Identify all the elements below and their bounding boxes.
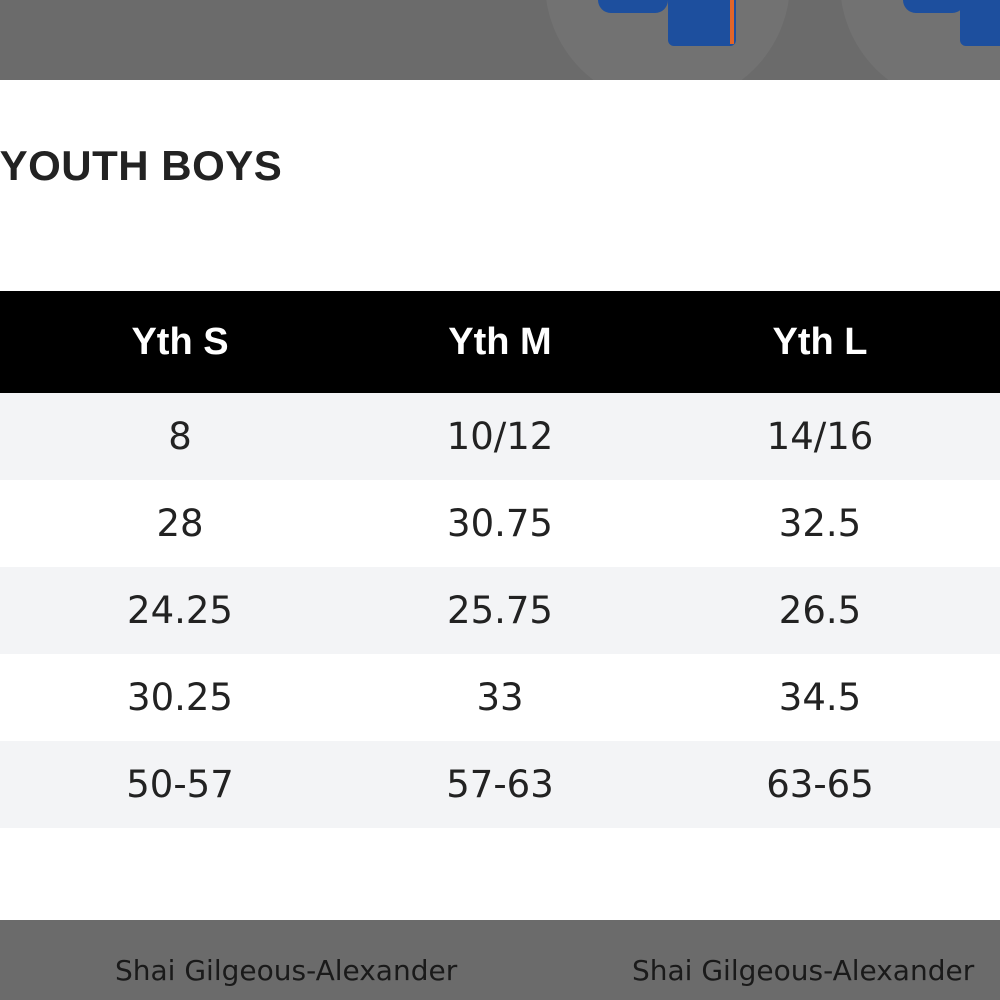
table-cell: 30.75 [340,480,660,567]
product-thumbnail-1[interactable] [545,0,790,80]
table-cell: 10/12 [340,393,660,480]
row-spacer [0,741,20,828]
row-spacer [0,393,20,480]
table-cell: 57-63 [340,741,660,828]
row-spacer [980,741,1000,828]
table-cell: 8 [20,393,340,480]
row-spacer [980,567,1000,654]
row-spacer [0,654,20,741]
row-spacer [0,480,20,567]
product-name-link[interactable]: Shai Gilgeous-Alexander [632,954,975,987]
product-carousel-bottom: Shai Gilgeous-Alexander Shai Gilgeous-Al… [0,920,1000,1000]
table-cell: 25.75 [340,567,660,654]
jersey-shorts-image-1 [668,0,736,46]
column-header: Yth M [340,291,660,393]
table-cell: 33 [340,654,660,741]
table-cell: 50-57 [20,741,340,828]
table-cell: 28 [20,480,340,567]
table-row: 30.25 33 34.5 [0,654,1000,741]
table-cell: 34.5 [660,654,980,741]
row-spacer [980,393,1000,480]
table-cell: 32.5 [660,480,980,567]
table-header-row: Yth S Yth M Yth L [0,291,1000,393]
header-spacer [0,291,20,393]
jersey-shorts-image-2 [960,0,1000,46]
table-cell: 26.5 [660,567,980,654]
product-name-link[interactable]: Shai Gilgeous-Alexander [115,954,458,987]
column-header: Yth L [660,291,980,393]
size-chart-title: F YOUTH BOYS [0,142,283,189]
table-row: 28 30.75 32.5 [0,480,1000,567]
header-spacer [980,291,1000,393]
table-cell: 30.25 [20,654,340,741]
row-spacer [980,480,1000,567]
jersey-image-2 [903,0,965,13]
jersey-image-1 [598,0,668,13]
table-cell: 24.25 [20,567,340,654]
table-row: 8 10/12 14/16 [0,393,1000,480]
size-chart-modal: F YOUTH BOYS Yth S Yth M Yth L 8 10/12 [0,80,1000,920]
table-cell: 14/16 [660,393,980,480]
size-chart-table: Yth S Yth M Yth L 8 10/12 14/16 28 3 [0,291,1000,828]
table-cell: 63-65 [660,741,980,828]
row-spacer [0,567,20,654]
table-row: 50-57 57-63 63-65 [0,741,1000,828]
column-header: Yth S [20,291,340,393]
table-row: 24.25 25.75 26.5 [0,567,1000,654]
product-carousel-top [0,0,1000,80]
row-spacer [980,654,1000,741]
